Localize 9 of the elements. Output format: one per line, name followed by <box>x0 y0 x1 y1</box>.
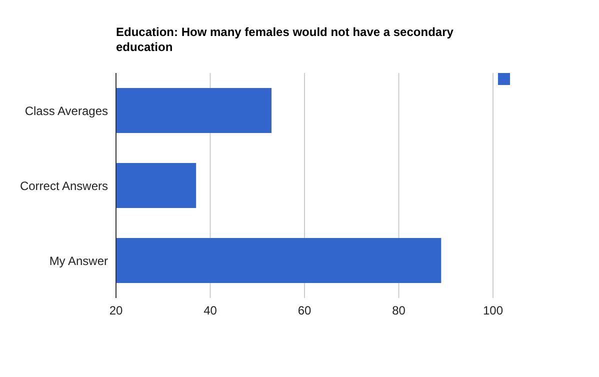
y-tick-label: Correct Answers <box>20 178 108 193</box>
x-tick-label: 80 <box>392 304 406 318</box>
y-tick-label: My Answer <box>49 254 108 268</box>
x-tick-label: 20 <box>109 304 123 318</box>
x-tick-label: 100 <box>482 304 504 318</box>
x-tick-label: 60 <box>298 304 312 318</box>
y-tick-label: Class Averages <box>24 104 108 118</box>
chart-title: Education: How many females would not have a secondary education <box>116 25 454 55</box>
x-tick-label: 40 <box>204 304 218 318</box>
